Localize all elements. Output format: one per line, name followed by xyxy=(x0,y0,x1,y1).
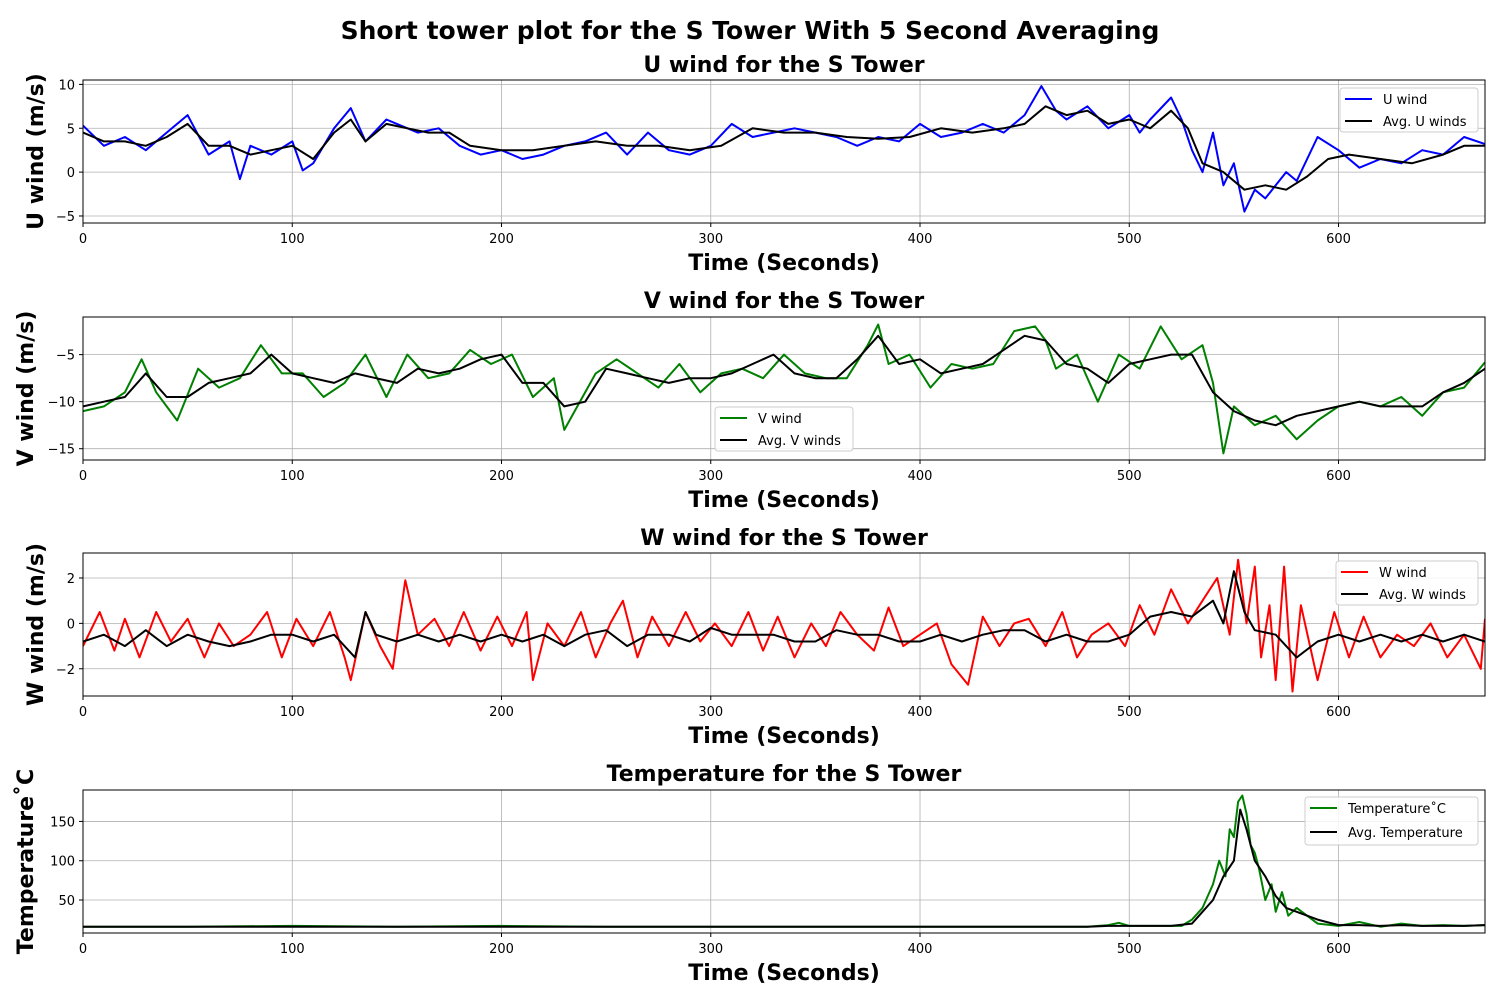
legend-label: U wind xyxy=(1383,93,1427,108)
y-tick-label: 100 xyxy=(50,855,75,870)
axes-frame xyxy=(82,789,1486,934)
axes-frame xyxy=(82,316,1486,461)
subplot-title: W wind for the S Tower xyxy=(640,526,928,551)
series-line-raw xyxy=(83,85,1485,213)
legend-label: V wind xyxy=(758,412,802,427)
x-tick-label: 100 xyxy=(280,469,305,484)
series-line-raw xyxy=(83,323,1485,455)
y-tick-label: 10 xyxy=(58,78,75,93)
y-tick-label: 50 xyxy=(58,894,75,909)
y-axis-label: W wind (m/s) xyxy=(24,543,49,706)
x-tick-label: 500 xyxy=(1117,942,1142,957)
legend-box xyxy=(1339,87,1479,133)
figure-suptitle: Short tower plot for the S Tower With 5 … xyxy=(341,16,1160,45)
legend-box xyxy=(1335,560,1479,606)
y-tick-label: −10 xyxy=(48,396,75,411)
y-axis-label: V wind (m/s) xyxy=(14,311,39,467)
x-axis-label: Time (Seconds) xyxy=(688,961,880,986)
x-tick-label: 100 xyxy=(280,232,305,247)
y-tick-label: −15 xyxy=(48,443,75,458)
x-tick-label: 0 xyxy=(79,469,87,484)
x-tick-label: 200 xyxy=(489,942,514,957)
legend-label: Temperature˚C xyxy=(1347,801,1446,817)
legend-label: Avg. U winds xyxy=(1383,115,1467,130)
x-tick-label: 500 xyxy=(1117,232,1142,247)
legend: U wind Avg. U winds xyxy=(1339,87,1479,133)
x-tick-label: 200 xyxy=(489,469,514,484)
legend: W wind Avg. W winds xyxy=(1335,560,1479,606)
x-tick-label: 100 xyxy=(280,942,305,957)
x-tick-label: 400 xyxy=(908,942,933,957)
y-tick-label: 150 xyxy=(50,815,75,830)
x-tick-label: 300 xyxy=(698,469,723,484)
y-tick-label: 2 xyxy=(67,572,75,587)
subplot-2: V wind for the S Tower 0 100 200 300 400 500 60… xyxy=(14,289,1486,513)
subplot-title: V wind for the S Tower xyxy=(644,289,925,314)
x-axis-label: Time (Seconds) xyxy=(688,251,880,276)
legend-label: Avg. W winds xyxy=(1379,588,1466,603)
subplot-title: Temperature for the S Tower xyxy=(607,762,962,787)
axes-frame xyxy=(82,552,1486,697)
subplot-3: W wind for the S Tower 0 100 200 300 400 500 60… xyxy=(24,526,1486,749)
x-tick-label: 600 xyxy=(1326,232,1351,247)
y-tick-label: 0 xyxy=(67,166,75,181)
x-tick-label: 400 xyxy=(908,469,933,484)
x-tick-label: 100 xyxy=(280,705,305,720)
subplot-4: Temperature for the S Tower 0 100 200 300 400… xyxy=(14,762,1486,986)
x-tick-label: 300 xyxy=(698,705,723,720)
legend-box xyxy=(1304,796,1479,846)
y-axis-label: Temperature˚C xyxy=(14,769,39,954)
axes-frame xyxy=(82,79,1486,224)
x-tick-label: 500 xyxy=(1117,469,1142,484)
x-tick-label: 400 xyxy=(908,232,933,247)
y-tick-label: 0 xyxy=(67,617,75,632)
y-tick-label: 5 xyxy=(67,122,75,137)
x-axis-label: Time (Seconds) xyxy=(688,488,880,513)
legend: V wind Avg. V winds xyxy=(714,406,854,452)
y-tick-label: −5 xyxy=(56,349,75,364)
series-line-average xyxy=(83,105,1485,191)
x-tick-label: 600 xyxy=(1326,469,1351,484)
y-tick-label: −5 xyxy=(56,210,75,225)
x-tick-label: 200 xyxy=(489,705,514,720)
legend: Temperature˚C Avg. Temperature xyxy=(1304,796,1479,846)
series-line-raw xyxy=(83,558,1485,693)
legend-label: Avg. Temperature xyxy=(1348,826,1463,841)
x-tick-label: 300 xyxy=(698,942,723,957)
y-tick-label: −2 xyxy=(56,663,75,678)
x-tick-label: 0 xyxy=(79,232,87,247)
subplot-title: U wind for the S Tower xyxy=(643,53,924,78)
x-tick-label: 600 xyxy=(1326,705,1351,720)
x-axis-label: Time (Seconds) xyxy=(688,724,880,749)
series-line-average xyxy=(83,334,1485,427)
x-tick-label: 600 xyxy=(1326,942,1351,957)
x-tick-label: 400 xyxy=(908,705,933,720)
x-tick-label: 300 xyxy=(698,232,723,247)
x-tick-label: 0 xyxy=(79,942,87,957)
series-line-average xyxy=(83,570,1485,659)
series-line-average xyxy=(83,808,1485,928)
y-axis-label: U wind (m/s) xyxy=(24,73,49,230)
legend-box xyxy=(714,406,854,452)
x-tick-label: 200 xyxy=(489,232,514,247)
x-tick-label: 0 xyxy=(79,705,87,720)
legend-label: W wind xyxy=(1379,566,1427,581)
x-tick-label: 500 xyxy=(1117,705,1142,720)
legend-label: Avg. V winds xyxy=(758,434,841,449)
